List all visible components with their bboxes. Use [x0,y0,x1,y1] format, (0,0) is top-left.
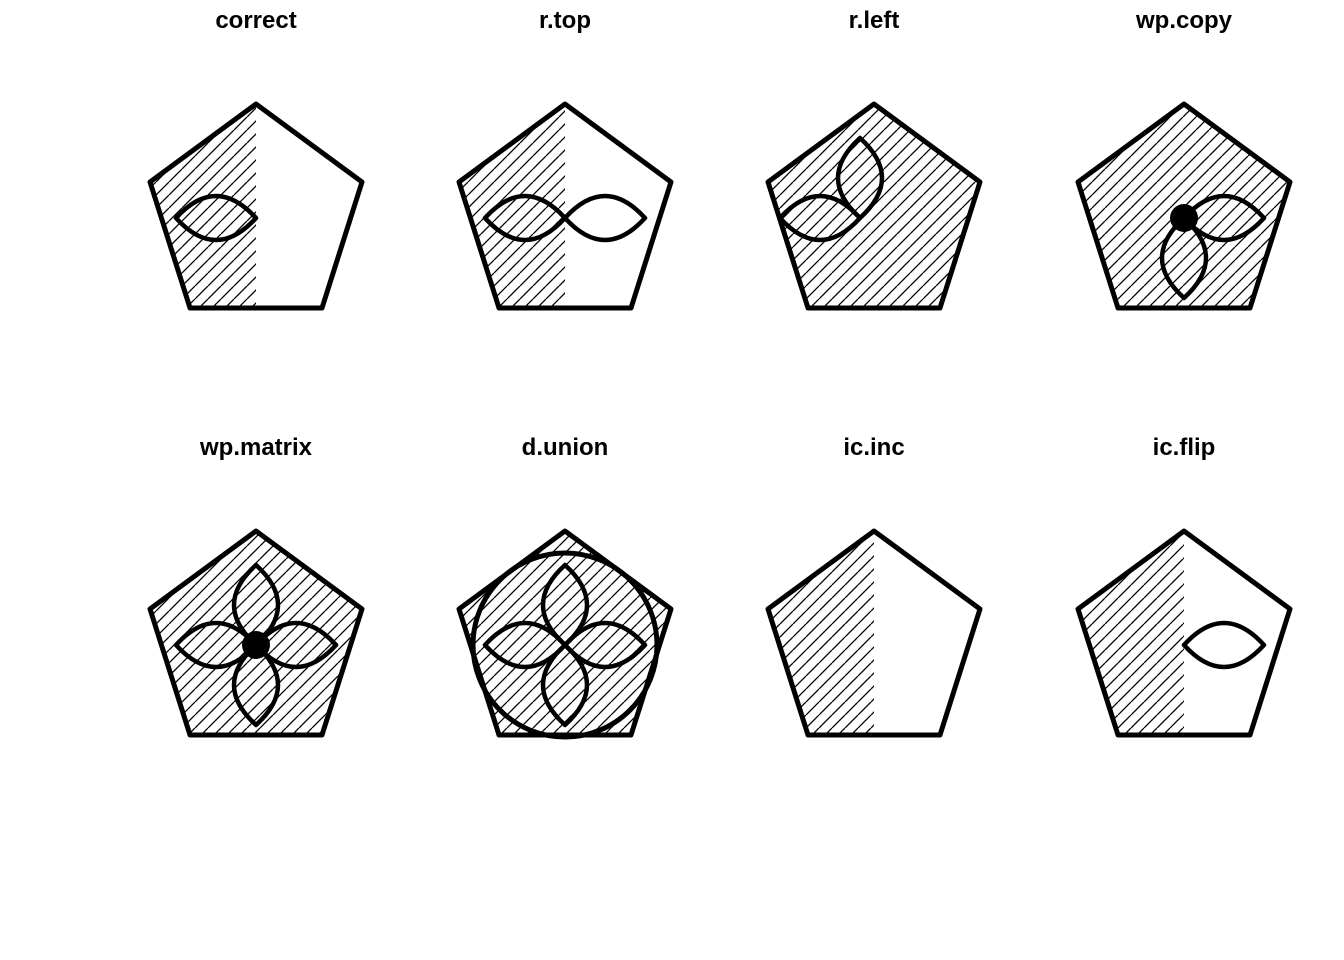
panel-ic-flip: ic.flip [1075,434,1293,738]
hatch-fill-left-half [768,531,874,735]
panel-title: wp.copy [1135,7,1233,34]
petal-up [835,135,885,221]
panel-title: r.left [849,7,900,34]
pentagon-outline [456,101,674,311]
petal-right [1181,620,1267,670]
petal-right [562,620,648,670]
hatch-fill-left-half [459,104,565,308]
petal-right [253,620,339,670]
panel-title: correct [215,7,296,34]
panel-title: ic.flip [1153,434,1216,461]
petal-left [482,620,568,670]
petal-up [540,562,590,648]
petal-down [231,642,281,728]
hatch-fill [459,531,671,735]
panel-title: wp.matrix [199,434,313,461]
panel-d-union: d.union [456,434,674,740]
pentagon-outline [456,528,674,738]
hatch-fill-left-half [1078,531,1184,735]
panel-r-top: r.top [456,7,674,311]
petal-down [1159,215,1209,301]
panel-title: ic.inc [843,434,904,461]
petal-left [173,620,259,670]
petal-left [173,193,259,243]
petal-right [562,193,648,243]
panel-wp-matrix: wp.matrix [147,434,365,738]
pentagon-outline [765,528,983,738]
panel-wp-copy: wp.copy [1075,7,1293,311]
pentagon-outline [765,101,983,311]
panel-title: r.top [539,7,591,34]
center-dot [242,631,270,659]
pentagon-outline [147,528,365,738]
hatch-fill-left-half [150,104,256,308]
panel-ic-inc: ic.inc [765,434,983,738]
pentagon-outline [147,101,365,311]
panel-correct: correct [147,7,365,311]
panel-r-left: r.left [765,7,983,311]
petal-down [540,642,590,728]
petal-up [231,562,281,648]
panel-title: d.union [522,434,609,461]
center-dot [1170,204,1198,232]
pentagon-outline [1075,528,1293,738]
petal-left [482,193,568,243]
petal-right [1181,193,1267,243]
pentagon-outline [1075,101,1293,311]
